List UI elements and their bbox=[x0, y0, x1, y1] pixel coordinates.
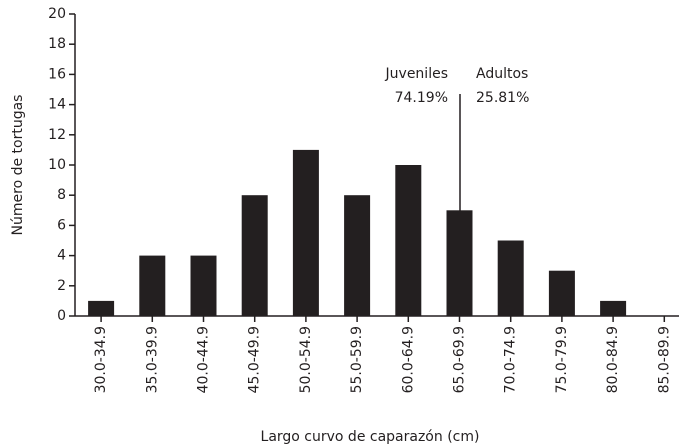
x-tick-label: 35.0-39.9 bbox=[144, 326, 160, 393]
annotation: Juveniles bbox=[385, 66, 448, 82]
y-tick-label: 2 bbox=[57, 278, 66, 294]
bar bbox=[88, 300, 115, 316]
x-tick-label: 30.0-34.9 bbox=[93, 326, 109, 393]
bar bbox=[241, 195, 268, 316]
annotation: 74.19% bbox=[395, 90, 448, 106]
x-tick-label: 80.0-84.9 bbox=[605, 326, 621, 393]
y-tick-label: 10 bbox=[48, 157, 66, 173]
annotation: Adultos bbox=[476, 66, 528, 82]
x-tick-label: 55.0-59.9 bbox=[349, 326, 365, 393]
x-tick-label: 60.0-64.9 bbox=[400, 326, 416, 393]
y-tick-label: 18 bbox=[48, 36, 66, 52]
annotation: 25.81% bbox=[476, 90, 529, 106]
x-tick-label: 40.0-44.9 bbox=[196, 326, 212, 393]
bar bbox=[600, 300, 627, 316]
bar bbox=[292, 149, 319, 316]
bar bbox=[497, 240, 524, 316]
bar bbox=[548, 270, 575, 316]
x-axis-title: Largo curvo de caparazón (cm) bbox=[261, 429, 480, 445]
x-tick-label: 50.0-54.9 bbox=[298, 326, 314, 393]
y-axis-title: Número de tortugas bbox=[10, 95, 26, 236]
y-tick-label: 20 bbox=[48, 6, 66, 22]
y-tick-label: 16 bbox=[48, 66, 66, 82]
y-tick-label: 6 bbox=[57, 217, 66, 233]
bar bbox=[139, 255, 166, 316]
y-tick-label: 8 bbox=[57, 187, 66, 203]
x-tick-label: 45.0-49.9 bbox=[247, 326, 263, 393]
y-tick-label: 0 bbox=[57, 308, 66, 324]
x-tick-label: 85.0-89.9 bbox=[656, 326, 672, 393]
bar bbox=[446, 210, 473, 316]
y-tick-label: 4 bbox=[57, 248, 66, 264]
bar bbox=[344, 195, 371, 316]
y-tick-label: 14 bbox=[48, 97, 66, 113]
x-tick-label: 65.0-69.9 bbox=[452, 326, 468, 393]
x-tick-label: 75.0-79.9 bbox=[554, 326, 570, 393]
bar bbox=[190, 255, 217, 316]
x-tick-label: 70.0-74.9 bbox=[503, 326, 519, 393]
y-tick-label: 12 bbox=[48, 127, 66, 143]
bar bbox=[395, 165, 422, 316]
